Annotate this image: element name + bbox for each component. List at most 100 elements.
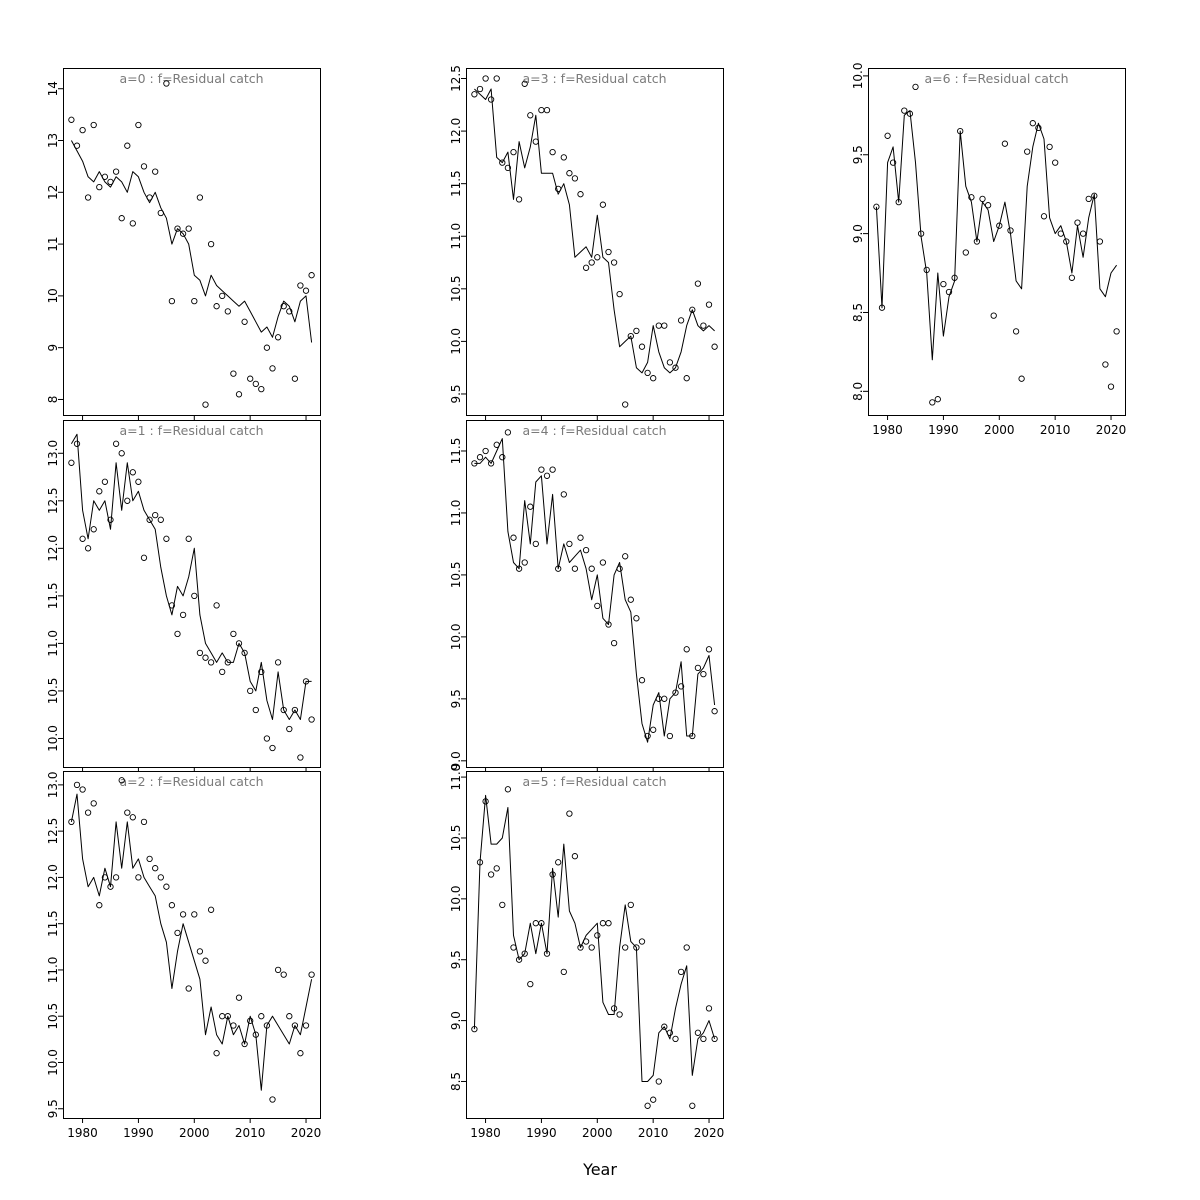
data-point xyxy=(107,178,114,186)
data-point xyxy=(146,855,153,863)
data-point xyxy=(504,429,512,436)
observed-points xyxy=(68,440,315,761)
data-point xyxy=(1074,219,1081,226)
data-point xyxy=(560,491,567,498)
data-point xyxy=(235,994,243,1001)
data-point xyxy=(174,225,181,232)
y-tick-label: 9.5 xyxy=(851,145,865,164)
data-point xyxy=(191,911,198,918)
x-tick-label: 2010 xyxy=(235,1126,266,1140)
panel-title: a=5 : f=Residual catch xyxy=(522,774,666,789)
data-point xyxy=(101,874,109,881)
data-point xyxy=(79,126,86,134)
y-tick-label: 12.0 xyxy=(46,535,60,562)
y-tick-label: 8.5 xyxy=(851,303,865,322)
data-point xyxy=(213,303,220,310)
data-point xyxy=(672,1035,679,1043)
y-tick-label: 9.5 xyxy=(449,384,463,403)
x-tick-label: 2010 xyxy=(1040,423,1071,437)
data-point xyxy=(532,138,539,145)
y-tick-label: 10.5 xyxy=(449,825,463,852)
y-tick-label: 10.0 xyxy=(449,624,463,651)
data-point xyxy=(633,327,640,335)
data-point xyxy=(185,225,192,232)
fitted-line xyxy=(875,110,1118,361)
observed-points xyxy=(471,75,718,408)
data-point xyxy=(482,447,489,455)
y-tick-label: 11.5 xyxy=(449,170,463,197)
data-point xyxy=(308,272,315,279)
y-tick-label: 9 xyxy=(46,344,60,352)
data-point xyxy=(286,1013,293,1020)
data-point xyxy=(247,687,254,695)
data-point xyxy=(168,602,176,609)
y-tick-label: 10.0 xyxy=(449,328,463,355)
data-point xyxy=(258,385,265,393)
data-point xyxy=(163,535,170,542)
data-point xyxy=(1035,124,1042,132)
data-point xyxy=(146,194,153,201)
data-point xyxy=(135,874,142,881)
data-point xyxy=(269,1096,276,1103)
y-tick-label: 10.5 xyxy=(449,275,463,302)
y-tick-label: 12 xyxy=(46,185,60,200)
data-point xyxy=(230,1022,237,1029)
data-point xyxy=(616,565,623,572)
data-point xyxy=(644,1102,651,1109)
data-point xyxy=(207,240,215,248)
data-point xyxy=(588,259,595,266)
data-point xyxy=(1057,230,1064,237)
data-point xyxy=(683,375,690,382)
x-tick-label: 1990 xyxy=(928,423,959,437)
data-point xyxy=(230,370,237,377)
data-point xyxy=(655,322,662,329)
data-point xyxy=(689,1102,696,1109)
x-tick-label: 2020 xyxy=(291,1126,322,1140)
data-point xyxy=(616,1011,623,1018)
data-point xyxy=(1040,213,1048,220)
data-point xyxy=(672,364,679,371)
data-point xyxy=(973,238,981,245)
data-point xyxy=(901,107,908,114)
data-point xyxy=(923,266,930,274)
data-point xyxy=(224,1013,231,1020)
data-point xyxy=(594,254,601,261)
data-point xyxy=(73,781,81,789)
data-point xyxy=(650,726,657,733)
data-point xyxy=(135,478,142,485)
data-point xyxy=(129,220,136,227)
data-point xyxy=(638,677,646,684)
data-point xyxy=(90,526,97,533)
data-point xyxy=(515,565,523,572)
data-point xyxy=(549,871,556,878)
y-tick-label: 9.0 xyxy=(449,751,463,770)
data-point xyxy=(163,80,170,87)
data-point xyxy=(476,85,484,93)
data-point xyxy=(661,695,668,702)
data-point xyxy=(487,871,495,878)
data-point xyxy=(543,472,551,479)
data-point xyxy=(297,754,304,761)
data-point xyxy=(252,380,259,388)
data-point xyxy=(694,664,702,672)
data-point xyxy=(84,545,92,552)
data-point xyxy=(482,798,489,805)
y-tick-label: 11.0 xyxy=(449,500,463,527)
data-point xyxy=(571,853,579,860)
panel-border xyxy=(466,771,724,1119)
panel-a4: a=4 : f=Residual catch 9.0 9.5 10.0 10.5 11.0… xyxy=(449,420,724,772)
data-point xyxy=(521,80,528,87)
data-point xyxy=(694,280,702,287)
x-tick-label: 2020 xyxy=(1096,423,1127,437)
data-point xyxy=(471,91,478,98)
data-point xyxy=(196,649,204,657)
data-point xyxy=(605,920,612,927)
data-point xyxy=(588,944,595,951)
data-point xyxy=(566,810,573,817)
y-tick-label: 11.0 xyxy=(449,223,463,250)
data-point xyxy=(549,148,556,156)
panel-title: a=3 : f=Residual catch xyxy=(522,71,666,86)
data-point xyxy=(118,450,125,457)
data-point xyxy=(207,906,215,913)
data-point xyxy=(73,440,81,447)
